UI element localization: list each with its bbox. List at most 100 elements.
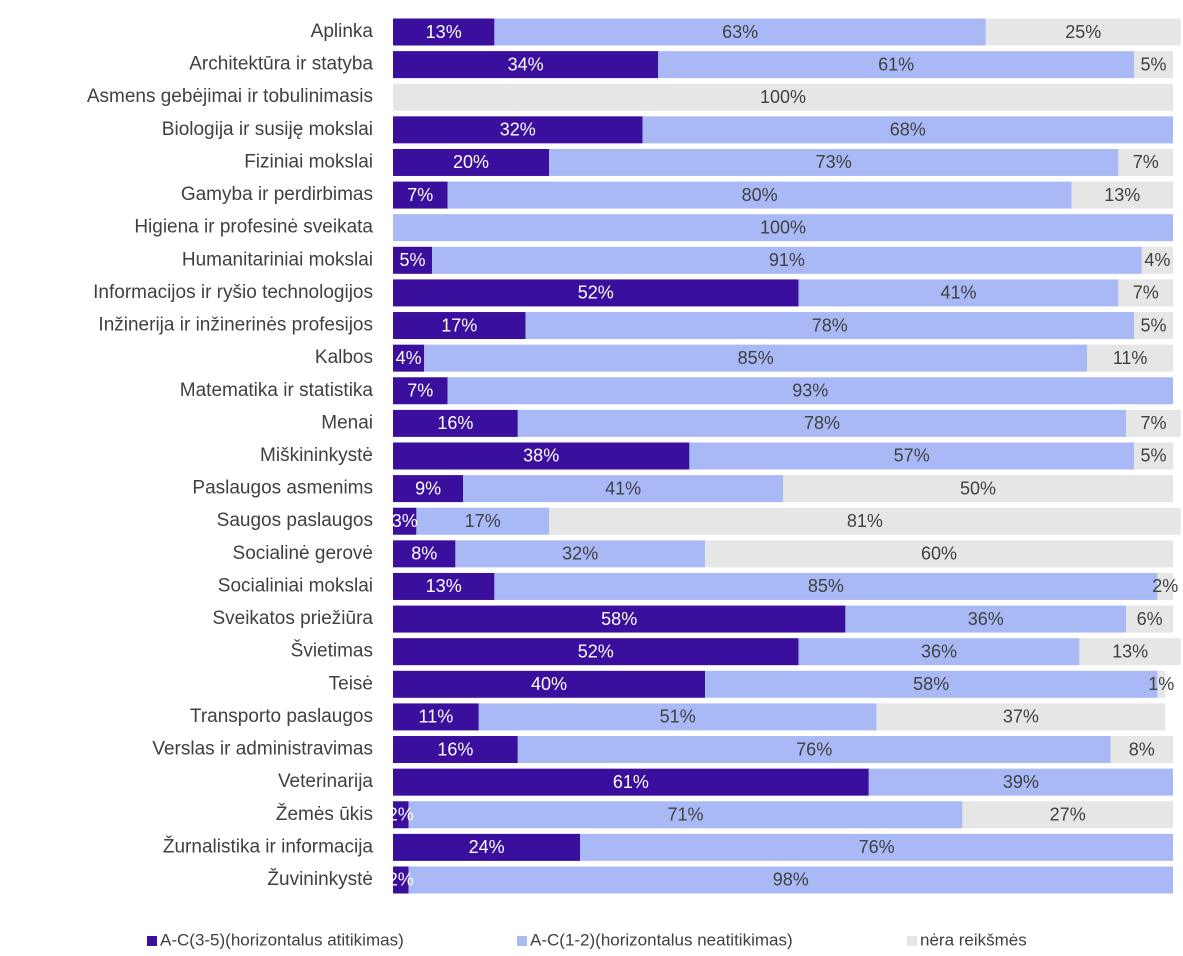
bar-segment: [393, 116, 643, 144]
category-label: Socialinė gerovė: [233, 543, 373, 564]
category-label: Higiena ir profesinė sveikata: [134, 217, 373, 238]
data-label: 100%: [760, 217, 806, 237]
bar-segment: [393, 312, 526, 340]
category-label: Transporto paslaugos: [190, 706, 373, 727]
category-label: Gamyba ir perdirbimas: [181, 184, 373, 205]
bar-segment: [393, 605, 846, 633]
data-label: 1%: [1148, 674, 1174, 694]
bar-segment: [393, 409, 518, 437]
bar-segment: [798, 279, 1119, 307]
bar-segment: [1126, 605, 1173, 633]
bar-segment: [1118, 148, 1173, 176]
category-label: Informacijos ir ryšio technologijos: [93, 282, 373, 303]
data-label: 2%: [1152, 576, 1178, 596]
data-label: 63%: [722, 22, 758, 42]
data-label: 20%: [453, 152, 489, 172]
category-label: Teisė: [329, 673, 373, 694]
data-label: 61%: [613, 772, 649, 792]
bar-segment: [962, 801, 1173, 829]
data-label: 60%: [921, 544, 957, 564]
data-label: 85%: [738, 348, 774, 368]
bar-segment: [393, 833, 581, 861]
data-label: 4%: [396, 348, 422, 368]
data-label: 4%: [1144, 250, 1170, 270]
data-label: 7%: [1133, 152, 1159, 172]
data-label: 7%: [1133, 283, 1159, 303]
bar-segment: [393, 279, 799, 307]
bar-segment: [845, 605, 1127, 633]
bar-segment: [494, 572, 1158, 600]
bar-segment: [393, 736, 518, 764]
data-label: 41%: [940, 283, 976, 303]
data-label: 2%: [388, 805, 414, 825]
data-label: 34%: [508, 54, 544, 74]
bar-segment: [393, 638, 799, 666]
bar-segment: [494, 18, 986, 46]
data-label: 5%: [1140, 54, 1166, 74]
data-label: 57%: [894, 446, 930, 466]
data-label: 13%: [1104, 185, 1140, 205]
data-label: 2%: [388, 870, 414, 890]
category-label: Asmens gebėjimai ir tobulinimasis: [87, 86, 373, 107]
bar-segment: [463, 475, 783, 503]
data-label: 11%: [419, 707, 454, 727]
data-label: 11%: [1113, 348, 1148, 368]
data-label: 7%: [407, 381, 433, 401]
bar-segment: [393, 18, 495, 46]
category-label: Inžinerija ir inžinerinės profesijos: [98, 315, 373, 336]
data-label: 7%: [1140, 413, 1166, 433]
bar-segment: [393, 51, 659, 79]
bar-segment: [1134, 442, 1173, 470]
bar-segment: [705, 670, 1158, 698]
data-label: 3%: [392, 511, 418, 531]
bar-segment: [1071, 181, 1173, 209]
category-label: Architektūra ir statyba: [189, 54, 373, 75]
data-label: 40%: [531, 674, 567, 694]
bar-segment: [1087, 344, 1173, 372]
category-label: Verslas ir administravimas: [152, 739, 373, 760]
data-label: 58%: [913, 674, 949, 694]
bar-segment: [408, 801, 963, 829]
bar-segment: [478, 703, 877, 731]
bar-segment: [1141, 246, 1173, 274]
category-label: Fiziniai mokslai: [244, 151, 373, 172]
bar-segment: [549, 507, 1181, 535]
legend-swatch: [907, 936, 917, 946]
data-label: 5%: [399, 250, 425, 270]
legend-swatch: [517, 936, 527, 946]
data-label: 5%: [1140, 315, 1166, 335]
bar-segment: [393, 670, 705, 698]
bar-segment: [1118, 279, 1173, 307]
data-label: 8%: [1129, 739, 1155, 759]
bar-segment: [408, 866, 1174, 894]
bar-segment: [517, 736, 1111, 764]
data-label: 81%: [847, 511, 883, 531]
data-label: 13%: [1112, 641, 1148, 661]
bar-segment: [517, 409, 1127, 437]
bar-segment: [1134, 312, 1173, 340]
data-label: 41%: [605, 478, 641, 498]
bar-segment: [393, 475, 464, 503]
data-label: 58%: [601, 609, 637, 629]
category-label: Socialiniai mokslai: [218, 575, 373, 596]
bar-segment: [393, 703, 479, 731]
data-label: 13%: [426, 22, 462, 42]
data-label: 16%: [437, 413, 473, 433]
data-label: 78%: [804, 413, 840, 433]
data-label: 51%: [660, 707, 696, 727]
bar-segment: [1157, 670, 1166, 698]
bar-segment: [705, 540, 1173, 568]
data-label: 27%: [1050, 805, 1086, 825]
data-label: 32%: [562, 544, 598, 564]
data-label: 6%: [1137, 609, 1163, 629]
category-label: Humanitariniai mokslai: [182, 249, 373, 270]
data-label: 91%: [769, 250, 805, 270]
category-label: Žemės ūkis: [276, 803, 373, 825]
bar-segment: [393, 344, 425, 372]
bar-segment: [525, 312, 1134, 340]
data-label: 24%: [469, 837, 505, 857]
data-label: 36%: [968, 609, 1004, 629]
data-label: 98%: [773, 870, 809, 890]
data-label: 36%: [921, 641, 957, 661]
data-label: 73%: [816, 152, 852, 172]
